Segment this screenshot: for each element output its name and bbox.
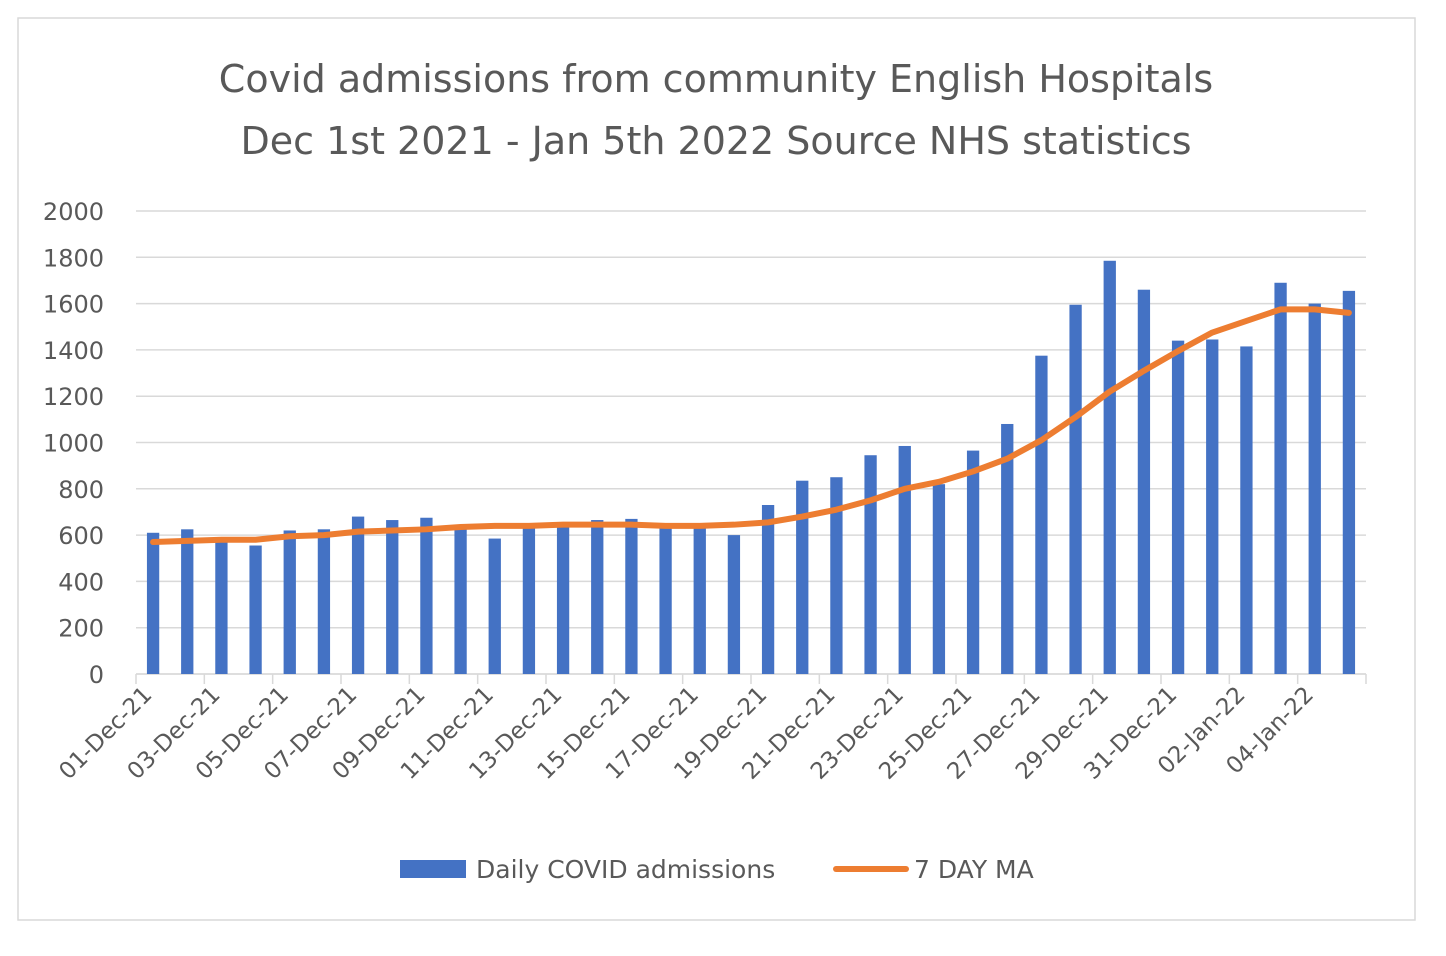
bar (864, 455, 877, 674)
bar (556, 526, 570, 674)
bar (1274, 282, 1287, 674)
bar (727, 535, 741, 674)
bar (625, 518, 638, 674)
bar (317, 529, 331, 674)
bar (420, 517, 433, 674)
bar (830, 477, 843, 674)
bar (898, 445, 911, 674)
y-tick-label: 200 (58, 615, 104, 643)
bar (693, 528, 706, 674)
bar (1001, 423, 1014, 674)
bar (1103, 260, 1116, 674)
y-tick-label: 800 (58, 476, 104, 504)
line (150, 306, 1352, 546)
bar (796, 480, 809, 674)
y-tick-label: 600 (58, 522, 104, 550)
bar (386, 520, 399, 674)
bar (454, 529, 467, 674)
bar (181, 529, 194, 674)
y-tick-label: 0 (89, 661, 104, 689)
legend-label: Daily COVID admissions (476, 855, 775, 884)
bar (1308, 303, 1321, 674)
y-tick-label: 1600 (43, 291, 104, 319)
legend-label: 7 DAY MA (914, 855, 1034, 884)
bar (1342, 290, 1356, 674)
bar (966, 450, 980, 674)
bar (215, 539, 228, 674)
bar (761, 505, 775, 674)
bar (249, 545, 262, 674)
y-tick-label: 1200 (43, 383, 104, 411)
y-tick-label: 1800 (43, 244, 104, 272)
y-tick-label: 1000 (43, 430, 104, 458)
y-tick-label: 1400 (43, 337, 104, 365)
bar (488, 538, 501, 674)
bar (659, 528, 672, 674)
bar (1206, 339, 1219, 674)
bar (1035, 355, 1048, 674)
chart-title: Covid admissions from community English … (219, 57, 1213, 101)
y-tick-label: 400 (58, 568, 104, 596)
bar (1240, 346, 1253, 674)
bar (146, 532, 160, 674)
bar (283, 530, 296, 674)
bar (932, 484, 946, 674)
bar (1069, 304, 1082, 674)
bar (591, 520, 604, 674)
legend-swatch (400, 860, 466, 878)
bar (351, 516, 365, 674)
bar (522, 528, 536, 674)
bar (1171, 340, 1185, 674)
bar (1137, 289, 1151, 674)
chart-subtitle: Dec 1st 2021 - Jan 5th 2022 Source NHS s… (240, 119, 1191, 163)
y-tick-label: 2000 (43, 198, 104, 226)
